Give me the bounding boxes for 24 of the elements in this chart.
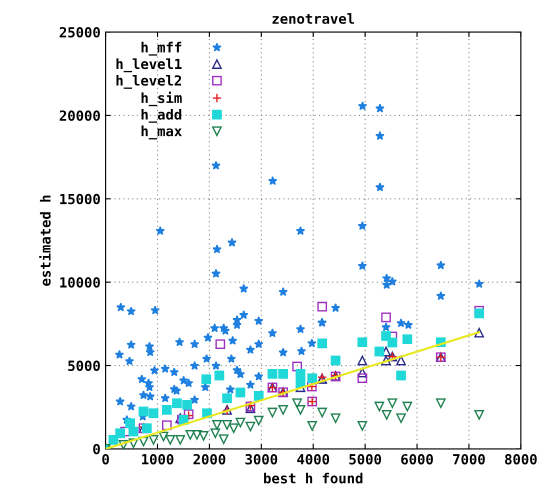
y-tick-label: 0 xyxy=(93,444,100,454)
legend-label: h_sim xyxy=(142,92,182,106)
y-tick-label: 10000 xyxy=(60,277,100,288)
x-tick-label: 6000 xyxy=(401,454,433,465)
x-tick-label: 0 xyxy=(102,454,109,465)
x-tick-label: 5000 xyxy=(349,454,382,465)
legend-label: h_max xyxy=(142,126,182,140)
x-tick-label: 3000 xyxy=(245,454,278,465)
y-axis-title: estimated h xyxy=(39,196,51,286)
x-tick-label: 2000 xyxy=(193,454,226,465)
legend-label: h_mff xyxy=(142,42,182,56)
y-tick-label: 15000 xyxy=(60,194,100,204)
x-axis-title: best h found xyxy=(264,472,362,484)
legend-label: h_level2 xyxy=(116,75,182,89)
y-tick-label: 20000 xyxy=(60,110,100,121)
legend-label: h_level1 xyxy=(116,58,182,72)
y-tick-label: 25000 xyxy=(60,27,100,38)
legend-label: h_add xyxy=(142,108,182,123)
y-tick-label: 5000 xyxy=(68,360,100,372)
x-tick-label: 4000 xyxy=(297,454,330,465)
x-tick-label: 8000 xyxy=(505,454,537,465)
x-tick-label: 7000 xyxy=(453,454,485,465)
x-tick-label: 1000 xyxy=(142,454,174,465)
chart-title: zenotravel xyxy=(272,13,354,24)
